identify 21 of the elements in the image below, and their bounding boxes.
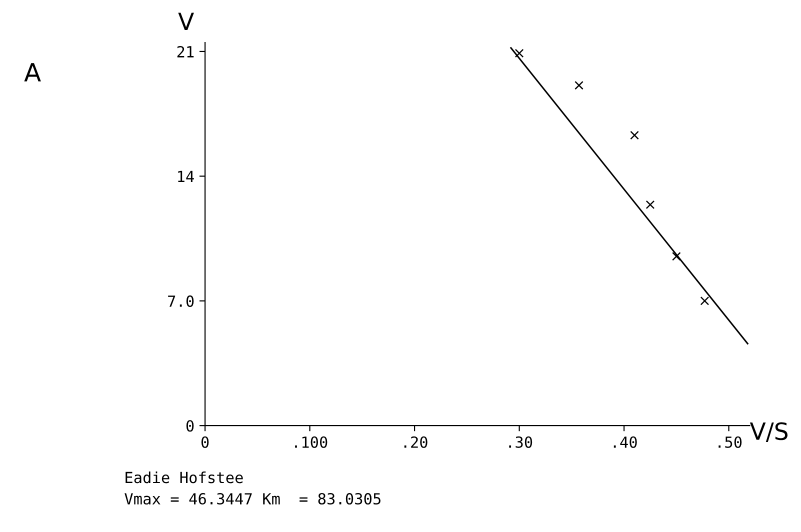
text: Eadie Hofstee	[126, 471, 243, 484]
y-tick-label: 21	[177, 46, 194, 58]
point	[646, 200, 655, 210]
y-tick-label: 0	[186, 420, 194, 432]
x-tick-label: .20	[404, 436, 428, 448]
y-tick-label: 14	[178, 170, 194, 182]
x-tick-label: .50	[718, 436, 742, 448]
text: A	[24, 63, 41, 82]
x-axis-title: V/S	[750, 422, 788, 442]
point	[700, 296, 710, 306]
y-tick-label: 7.0	[168, 295, 194, 307]
x-tick-label: 0	[201, 436, 209, 448]
x-tick-label: .100	[295, 436, 328, 448]
point	[514, 48, 524, 58]
x-tick-label: .40	[614, 436, 637, 448]
y-axis-title: V	[178, 12, 194, 30]
text: Vmax = 46.3447 Km = 83.0305	[124, 492, 380, 505]
point	[630, 130, 639, 140]
point	[672, 252, 681, 261]
x-tick-label: .30	[509, 436, 532, 448]
point	[574, 80, 584, 90]
